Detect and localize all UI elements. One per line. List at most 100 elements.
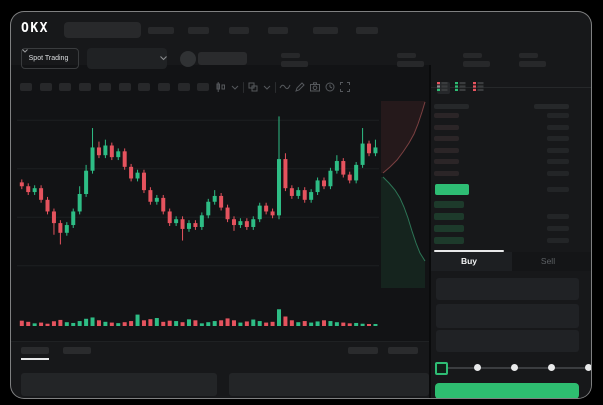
chevron-down-icon[interactable] bbox=[261, 81, 273, 93]
coin-avatar[interactable] bbox=[180, 51, 196, 67]
orderbook-bid-row-amount bbox=[547, 226, 569, 231]
volume-bar bbox=[116, 323, 121, 326]
amount-slider-handle[interactable] bbox=[435, 362, 448, 375]
ticker-stat-value-placeholder bbox=[397, 61, 424, 67]
volume-bar bbox=[277, 309, 281, 326]
nav-item-placeholder[interactable] bbox=[148, 27, 174, 34]
search-input[interactable] bbox=[64, 22, 141, 38]
nav-item-placeholder[interactable] bbox=[313, 27, 338, 34]
timeframe-button-placeholder[interactable] bbox=[197, 83, 210, 91]
orderbook-bid-row-price[interactable] bbox=[434, 237, 464, 244]
orderbook-last-price[interactable] bbox=[435, 184, 469, 195]
candlestick bbox=[257, 205, 262, 220]
timeframe-button-placeholder[interactable] bbox=[118, 83, 131, 91]
orderbook-ask-row-price[interactable] bbox=[434, 148, 459, 153]
volume-bar bbox=[58, 319, 63, 326]
orderbook-bid-row-price[interactable] bbox=[434, 213, 464, 220]
pair-selector-dropdown[interactable] bbox=[87, 48, 167, 69]
sell-tab-label[interactable]: Sell bbox=[540, 256, 556, 266]
orderbook-header-amount-placeholder bbox=[534, 104, 569, 109]
orderbook-mode-bids-only-icon[interactable] bbox=[455, 82, 468, 94]
candlestick bbox=[270, 211, 275, 216]
candlestick bbox=[77, 194, 82, 212]
candlestick-chart[interactable] bbox=[11, 12, 592, 399]
tab-buy[interactable] bbox=[431, 252, 512, 271]
candlestick bbox=[238, 221, 243, 226]
volume-bar bbox=[296, 322, 301, 326]
candle-type-icon[interactable] bbox=[215, 81, 227, 93]
tab-sell[interactable] bbox=[512, 252, 591, 271]
volume-bar bbox=[341, 322, 346, 326]
market-type-dropdown[interactable]: Spot Trading bbox=[21, 48, 79, 69]
price-input[interactable] bbox=[436, 278, 579, 300]
volume-bar bbox=[32, 323, 37, 326]
slider-step-dot[interactable] bbox=[510, 364, 518, 371]
timeframe-button-placeholder[interactable] bbox=[177, 83, 190, 91]
toolbar-separator bbox=[243, 82, 244, 93]
orderbook-ask-row-price[interactable] bbox=[434, 113, 459, 118]
orderbook-ask-row-price[interactable] bbox=[434, 136, 459, 141]
timeframe-button-placeholder[interactable] bbox=[98, 83, 111, 91]
orders-filter-placeholder[interactable] bbox=[388, 347, 418, 354]
pair-name-placeholder[interactable] bbox=[198, 52, 247, 65]
timeframe-button-placeholder[interactable] bbox=[20, 83, 32, 91]
volume-bar bbox=[334, 322, 339, 326]
timeframe-button-placeholder[interactable] bbox=[59, 83, 72, 91]
ticker-stat-label-placeholder bbox=[397, 53, 416, 58]
volume-bar bbox=[51, 321, 56, 326]
candlestick bbox=[309, 192, 314, 200]
active-tab-underline bbox=[434, 250, 504, 252]
timeframe-button-placeholder[interactable] bbox=[138, 83, 151, 91]
orders-filter-placeholder[interactable] bbox=[348, 347, 378, 354]
candlestick bbox=[244, 221, 249, 227]
orderbook-ask-row-price[interactable] bbox=[434, 125, 459, 130]
candlestick bbox=[328, 170, 333, 187]
draw-tool-icon[interactable] bbox=[294, 81, 306, 93]
orderbook-mode-combined-icon[interactable] bbox=[437, 82, 450, 94]
amount-input[interactable] bbox=[436, 304, 579, 328]
buy-submit-button[interactable] bbox=[435, 383, 579, 398]
nav-item-placeholder[interactable] bbox=[356, 27, 378, 34]
ticker-stat-label-placeholder bbox=[463, 53, 482, 58]
timeframe-button-placeholder[interactable] bbox=[79, 83, 92, 91]
orderbook-mode-asks-only-icon[interactable] bbox=[473, 82, 486, 94]
candlestick bbox=[45, 199, 50, 212]
candlestick bbox=[289, 188, 294, 196]
orderbook-ask-row-price[interactable] bbox=[434, 171, 459, 176]
orders-tab-placeholder[interactable] bbox=[21, 347, 49, 354]
buy-tab-label[interactable]: Buy bbox=[460, 256, 478, 266]
timeframe-button-placeholder[interactable] bbox=[39, 83, 52, 91]
volume-bar bbox=[103, 321, 108, 326]
timeframe-button-placeholder[interactable] bbox=[157, 83, 170, 91]
slider-step-dot[interactable] bbox=[547, 364, 555, 371]
fullscreen-icon[interactable] bbox=[339, 81, 351, 93]
total-input[interactable] bbox=[436, 330, 579, 352]
indicators-icon[interactable] bbox=[247, 81, 259, 93]
nav-item-placeholder[interactable] bbox=[229, 27, 249, 34]
volume-bar bbox=[367, 324, 372, 326]
slider-step-dot[interactable] bbox=[473, 364, 481, 371]
candlestick bbox=[58, 223, 63, 233]
volume-bar bbox=[64, 322, 69, 326]
volume-bar bbox=[322, 320, 327, 326]
volume-bar bbox=[161, 321, 166, 326]
candlestick bbox=[360, 143, 365, 165]
screenshot-icon[interactable] bbox=[309, 81, 321, 93]
candlestick bbox=[206, 201, 211, 216]
volume-bar bbox=[45, 323, 50, 326]
orderbook-bid-row-price[interactable] bbox=[434, 225, 464, 232]
orderbook-header-price-placeholder bbox=[434, 104, 469, 109]
slider-step-dot[interactable] bbox=[584, 364, 591, 371]
orderbook-bid-row-price[interactable] bbox=[434, 201, 464, 208]
volume-bar bbox=[109, 322, 114, 326]
candlestick bbox=[148, 190, 153, 202]
orders-tab-placeholder[interactable] bbox=[63, 347, 91, 354]
nav-item-placeholder[interactable] bbox=[188, 27, 209, 34]
settings-icon[interactable] bbox=[324, 81, 336, 93]
orderbook-ask-row-price[interactable] bbox=[434, 159, 459, 164]
orderbook-ask-row-amount bbox=[547, 125, 569, 130]
candlestick bbox=[193, 223, 198, 227]
line-tool-icon[interactable] bbox=[279, 81, 291, 93]
nav-item-placeholder[interactable] bbox=[268, 27, 288, 34]
chevron-down-icon[interactable] bbox=[229, 81, 241, 93]
